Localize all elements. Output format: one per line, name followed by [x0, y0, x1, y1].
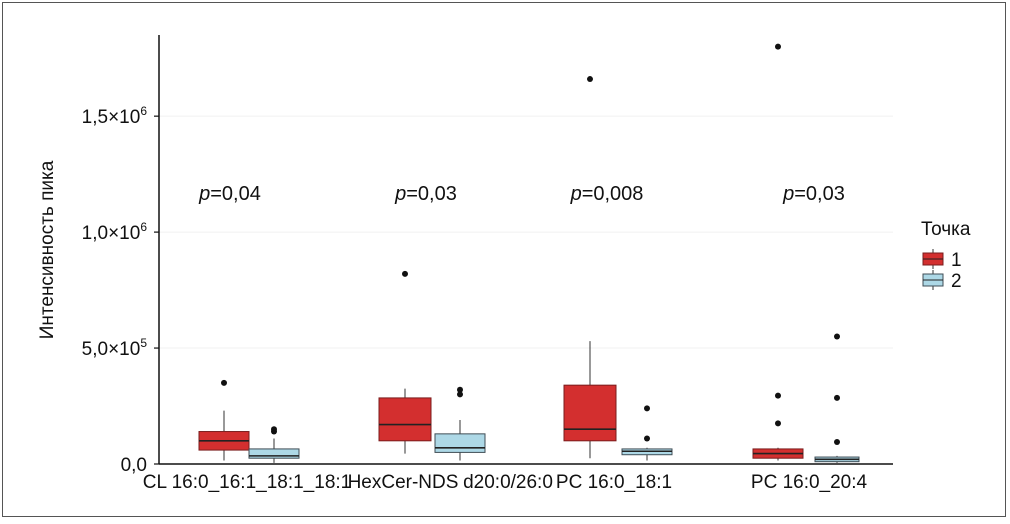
outlier-point [834, 394, 840, 401]
figure-frame: 0,0 5,0×105 1,0×106 1,5×106 CL 16:0_16:1_18… [2, 2, 1006, 517]
legend-label: 2 [951, 271, 962, 292]
outlier-point [271, 426, 277, 433]
p-value-labels: p=0,04 p=0,03 p=0,008 p=0,03 [198, 183, 845, 205]
y-tick-labels: 0,0 5,0×105 1,0×106 1,5×106 [82, 104, 159, 476]
box-body [434, 433, 486, 453]
box-2-series-2 [434, 386, 486, 461]
p-value-label: p=0,04 [198, 183, 261, 205]
y-axis-label: Интенсивность пика [37, 160, 58, 339]
outlier-point [775, 392, 781, 399]
box-body [378, 397, 432, 442]
y-tick-label: 1,0×106 [82, 220, 148, 244]
y-tick-label: 0,0 [121, 455, 147, 476]
legend-title: Точка [921, 219, 971, 240]
box-plot-marks [198, 43, 860, 463]
legend-key-2 [922, 270, 944, 290]
box-body [563, 384, 617, 442]
legend-label: 1 [951, 250, 962, 271]
outlier-point [457, 386, 463, 393]
p-value-label: p=0,03 [782, 183, 845, 205]
box-4-series-1 [752, 43, 804, 461]
legend-key-1 [922, 249, 944, 269]
grid-lines [159, 115, 893, 349]
x-tick-label: PC 16:0_20:4 [751, 472, 868, 493]
box-1-series-1 [198, 379, 250, 461]
box-2-series-1 [378, 270, 432, 454]
box-3-series-1 [563, 76, 617, 459]
x-tick-label: PC 16:0_18:1 [556, 472, 672, 493]
legend: Точка 12 [921, 219, 971, 292]
outlier-point [775, 420, 781, 427]
outlier-point [402, 270, 408, 277]
box-plot-chart: 0,0 5,0×105 1,0×106 1,5×106 CL 16:0_16:1_18… [37, 35, 971, 493]
outlier-point [775, 43, 781, 50]
x-tick-label: HexCer-NDS [348, 472, 459, 493]
x-tick-label: d20:0/26:0 [463, 472, 553, 493]
outlier-point [644, 435, 650, 442]
y-tick-label: 5,0×105 [82, 336, 148, 360]
outlier-point [834, 333, 840, 340]
outlier-point [457, 391, 463, 398]
outlier-point [834, 438, 840, 445]
box-body [248, 448, 300, 459]
x-tick-label: CL 16:0_16:1_18:1_18:1 [143, 472, 351, 493]
y-tick-label: 1,5×106 [82, 104, 148, 128]
p-value-label: p=0,03 [394, 183, 457, 205]
outlier-point [221, 379, 227, 386]
box-3-series-2 [621, 405, 673, 461]
outlier-point [644, 405, 650, 412]
outlier-point [587, 76, 593, 83]
p-value-label: p=0,008 [570, 183, 644, 205]
box-1-series-2 [248, 426, 300, 463]
box-4-series-2 [814, 333, 860, 463]
